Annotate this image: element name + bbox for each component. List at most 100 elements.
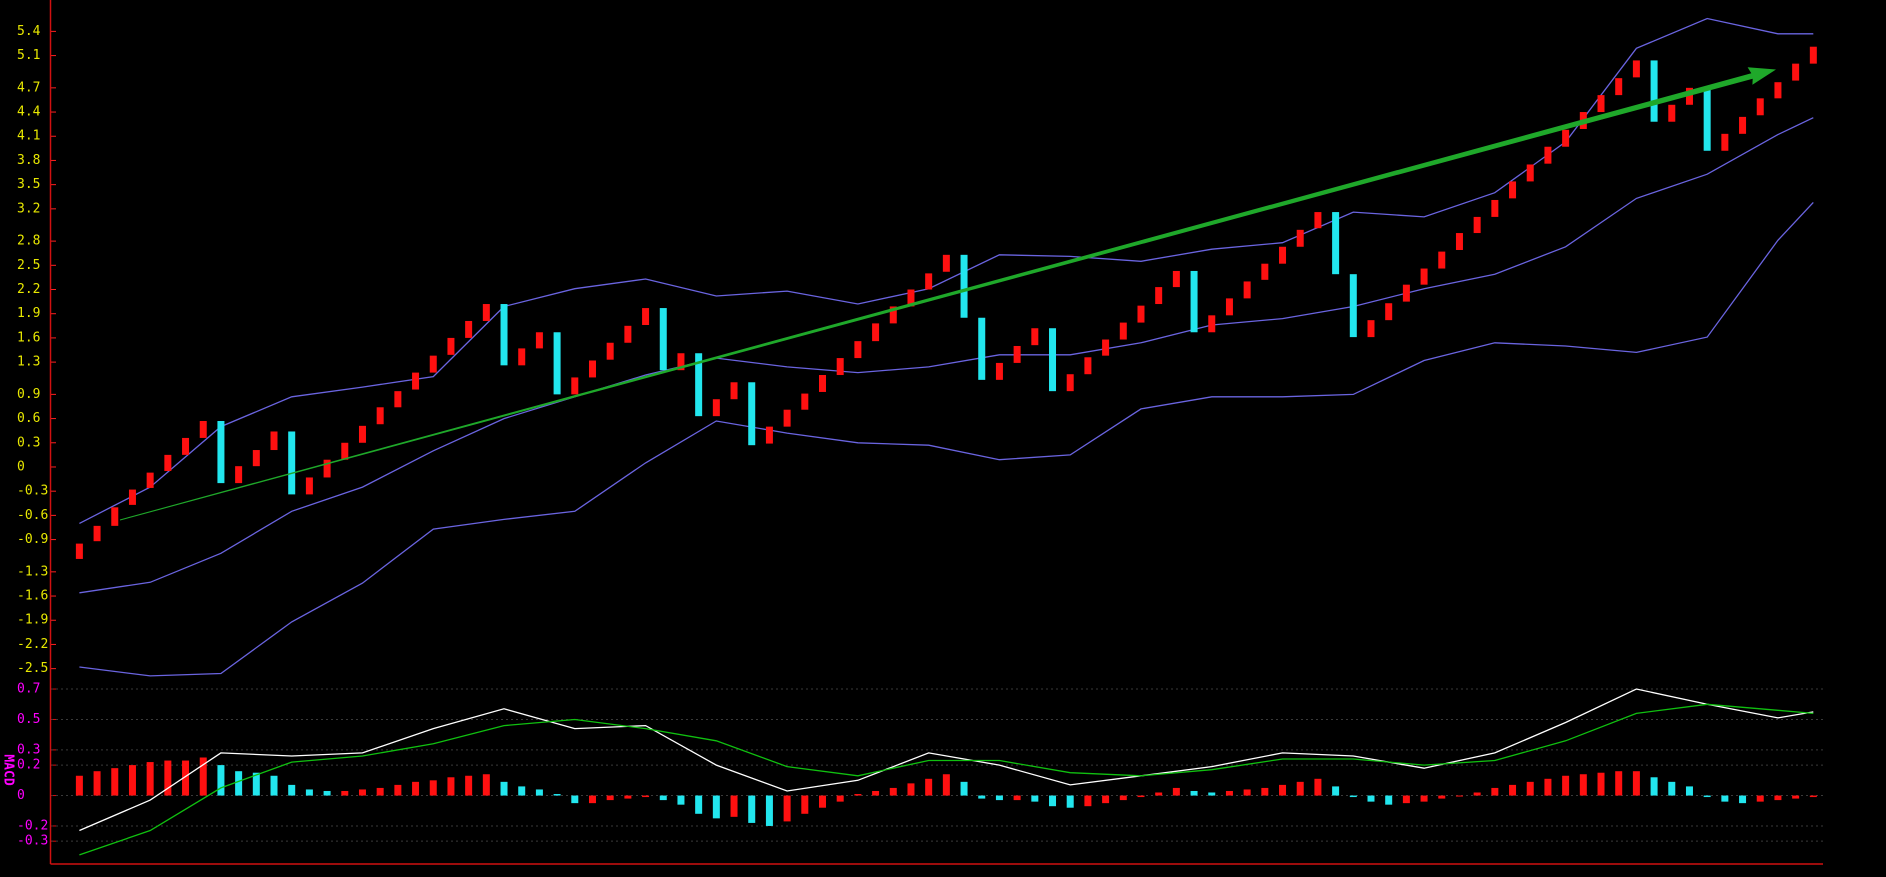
histogram-bar bbox=[1685, 786, 1693, 796]
histogram-bar bbox=[323, 790, 331, 796]
candle bbox=[1243, 281, 1251, 299]
y-tick-label: -1.3 bbox=[17, 564, 48, 579]
series-line bbox=[79, 117, 1814, 594]
histogram-bar bbox=[1579, 774, 1587, 796]
y-tick-label: 3.5 bbox=[17, 177, 40, 192]
candle bbox=[872, 323, 880, 342]
candle bbox=[1438, 251, 1446, 269]
histogram-bar bbox=[995, 795, 1003, 801]
histogram-bar bbox=[252, 772, 260, 796]
y-tick-label: 2.8 bbox=[17, 234, 40, 249]
candle bbox=[730, 382, 738, 400]
histogram-bar bbox=[1402, 795, 1410, 804]
y-tick-label: -0.9 bbox=[17, 532, 48, 547]
candle bbox=[394, 391, 402, 408]
histogram-bar bbox=[1420, 795, 1428, 802]
histogram-bar bbox=[146, 762, 154, 796]
candle bbox=[1031, 328, 1039, 346]
histogram-bar bbox=[1774, 795, 1782, 801]
y-tick-label: 3.2 bbox=[17, 201, 40, 216]
candle bbox=[235, 466, 243, 484]
histogram-bar bbox=[1066, 795, 1074, 808]
candle bbox=[429, 355, 437, 373]
histogram-bar bbox=[1739, 795, 1747, 804]
histogram-bar bbox=[1296, 781, 1304, 796]
candle bbox=[1296, 229, 1304, 247]
histogram-bar bbox=[1615, 771, 1623, 796]
histogram-bar bbox=[553, 794, 561, 796]
y-tick-label: 3.8 bbox=[17, 153, 40, 168]
histogram-bar bbox=[465, 775, 473, 796]
candle bbox=[624, 325, 632, 343]
candle bbox=[1084, 357, 1092, 375]
candle bbox=[217, 420, 225, 484]
candle bbox=[1491, 199, 1499, 217]
histogram-bar bbox=[1225, 790, 1233, 796]
candle bbox=[606, 342, 614, 360]
y-tick-label: 4.7 bbox=[17, 80, 40, 95]
candle bbox=[465, 320, 473, 338]
candle bbox=[677, 353, 685, 371]
histogram-bar bbox=[1314, 778, 1322, 796]
histogram-bar bbox=[341, 790, 349, 796]
histogram-bar bbox=[305, 789, 313, 796]
y-tick-label: -0.3 bbox=[17, 834, 48, 849]
trend-arrow bbox=[119, 67, 1776, 521]
candle bbox=[1632, 60, 1640, 78]
histogram-bar bbox=[1632, 771, 1640, 796]
candle bbox=[1615, 78, 1623, 96]
candle bbox=[1314, 212, 1322, 229]
candle bbox=[1332, 212, 1340, 275]
histogram-bar bbox=[1367, 795, 1375, 802]
histogram-bar bbox=[500, 781, 508, 796]
candle bbox=[75, 543, 83, 559]
histogram-bar bbox=[1084, 795, 1092, 807]
candle bbox=[571, 377, 579, 395]
histogram-bar bbox=[1190, 790, 1198, 796]
candle bbox=[93, 525, 101, 542]
histogram-bar bbox=[730, 795, 738, 817]
candle bbox=[252, 450, 260, 467]
histogram-bar bbox=[1792, 795, 1800, 799]
histogram-bar bbox=[1703, 795, 1711, 798]
candle bbox=[942, 254, 950, 272]
histogram-bar bbox=[447, 777, 455, 796]
histogram-bar bbox=[942, 774, 950, 796]
histogram-bar bbox=[1721, 795, 1729, 802]
candle bbox=[1013, 345, 1021, 363]
candle bbox=[500, 304, 508, 366]
histogram-bar bbox=[199, 757, 207, 796]
candle bbox=[1402, 284, 1410, 302]
histogram-bar bbox=[429, 780, 437, 796]
histogram-bar bbox=[1756, 795, 1764, 802]
candle bbox=[1473, 216, 1481, 234]
histogram-bar bbox=[111, 768, 119, 796]
histogram-bar bbox=[1243, 789, 1251, 796]
histogram-bar bbox=[270, 775, 278, 796]
y-tick-label: 2.5 bbox=[17, 258, 40, 273]
histogram-bar bbox=[1332, 786, 1340, 796]
candle bbox=[1066, 374, 1074, 392]
candle bbox=[1279, 246, 1287, 264]
y-tick-label: -2.2 bbox=[17, 637, 48, 652]
histogram-bar bbox=[1013, 795, 1021, 801]
y-tick-label: 0.9 bbox=[17, 387, 40, 402]
candle bbox=[1102, 339, 1110, 356]
candle bbox=[164, 454, 172, 472]
histogram-bar bbox=[1172, 787, 1180, 796]
candle bbox=[1774, 82, 1782, 99]
histogram-bar bbox=[235, 771, 243, 796]
histogram-bar bbox=[1208, 792, 1216, 796]
candle bbox=[1597, 95, 1605, 113]
series-line bbox=[79, 201, 1814, 677]
candle bbox=[801, 393, 809, 410]
candle bbox=[819, 375, 827, 392]
candle bbox=[1455, 233, 1463, 250]
candle bbox=[854, 341, 862, 359]
candle bbox=[783, 409, 791, 427]
candle bbox=[1703, 87, 1711, 151]
histogram-bar bbox=[642, 795, 650, 798]
histogram-bar bbox=[1155, 792, 1163, 796]
candle bbox=[642, 308, 650, 326]
histogram-bar bbox=[1650, 777, 1658, 796]
